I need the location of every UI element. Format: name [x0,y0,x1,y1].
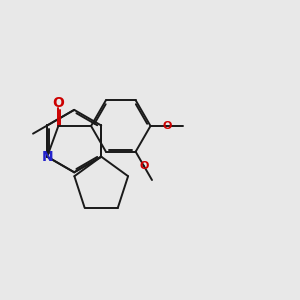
Text: N: N [41,150,53,164]
Text: O: O [52,96,64,110]
Text: O: O [162,121,172,131]
Text: O: O [139,161,148,171]
